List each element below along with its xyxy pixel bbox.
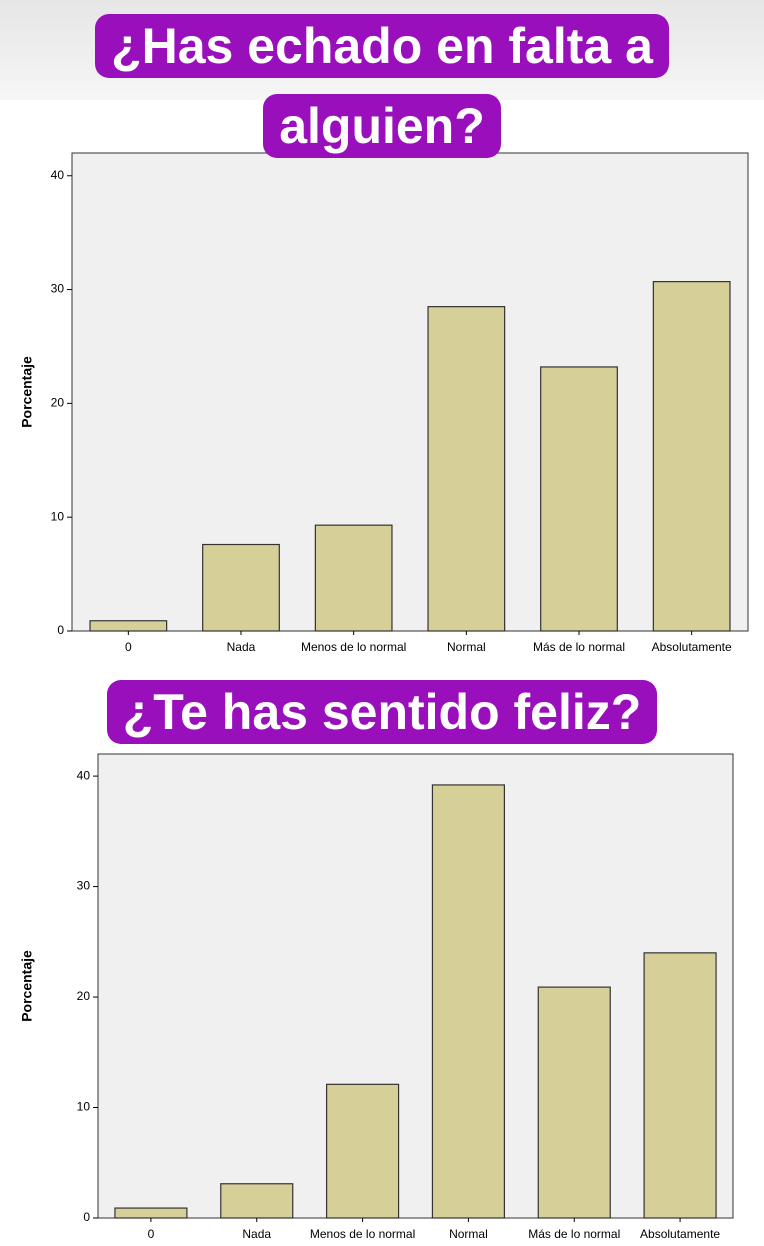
bar: [540, 366, 618, 632]
y-tick-label: 10: [51, 509, 65, 523]
bar: [537, 986, 611, 1219]
y-tick-label: 30: [51, 282, 65, 296]
y-tick-label: 40: [51, 168, 65, 182]
bar: [431, 784, 505, 1219]
bar: [314, 524, 393, 632]
y-tick-label: 10: [77, 1100, 91, 1114]
y-tick-label: 20: [51, 396, 65, 410]
bar: [643, 952, 717, 1219]
y-tick-label: 20: [77, 989, 91, 1003]
x-tick-label: 0: [124, 640, 132, 654]
bar: [202, 543, 280, 632]
y-axis-label: Porcentaje: [19, 356, 35, 428]
x-tick-label: Más de lo normal: [528, 1227, 621, 1241]
bar: [427, 306, 506, 632]
y-tick-label: 30: [77, 879, 91, 893]
x-tick-label: Nada: [242, 1227, 272, 1241]
x-tick-label: 0: [147, 1227, 155, 1241]
bar: [326, 1083, 400, 1219]
y-tick-label: 40: [77, 768, 91, 782]
plot-area: [97, 753, 734, 1219]
x-tick-label: Nada: [226, 640, 256, 654]
x-tick-label: Absolutamente: [651, 640, 732, 654]
x-tick-label: Normal: [446, 640, 486, 654]
x-tick-label: Menos de lo normal: [309, 1227, 416, 1241]
y-tick-label: 0: [83, 1210, 90, 1224]
bar: [114, 1207, 188, 1219]
chart-title: ¿Has echado en falta a alguien?: [95, 14, 669, 158]
title-box: ¿Te has sentido feliz?: [22, 672, 742, 752]
x-tick-label: Menos de lo normal: [300, 640, 407, 654]
bar: [89, 620, 168, 632]
y-tick-label: 0: [57, 623, 64, 637]
bar: [652, 281, 731, 632]
bar: [220, 1183, 294, 1219]
y-axis-label: Porcentaje: [19, 950, 35, 1022]
title-box: ¿Has echado en falta a alguien?: [42, 6, 722, 166]
plot-area: [71, 152, 749, 632]
chart-title: ¿Te has sentido feliz?: [106, 680, 658, 744]
x-tick-label: Absolutamente: [640, 1227, 721, 1241]
x-tick-label: Normal: [449, 1227, 488, 1241]
x-tick-label: Más de lo normal: [532, 640, 625, 654]
